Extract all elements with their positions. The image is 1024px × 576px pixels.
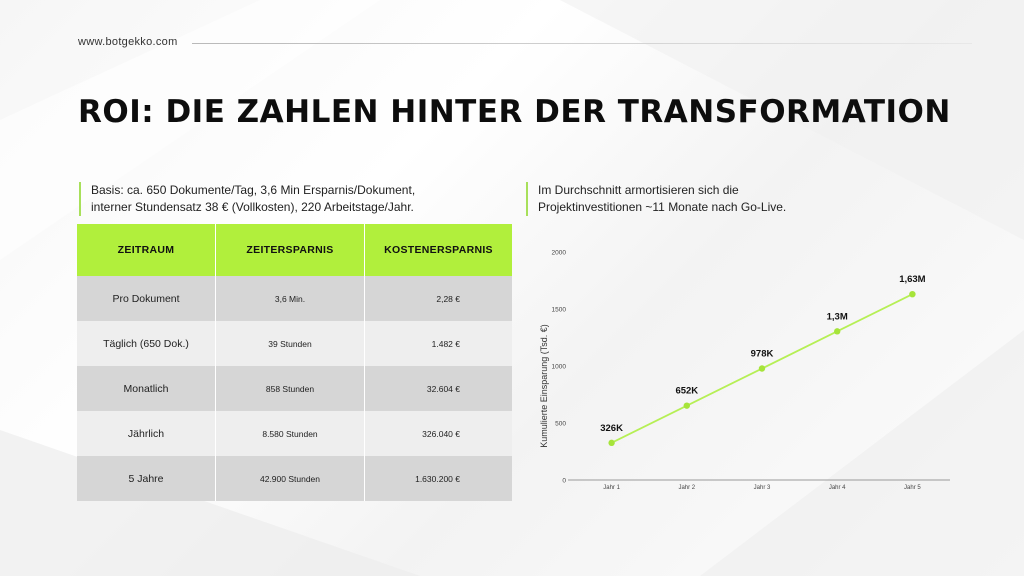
x-tick-label: Jahr 3 — [754, 485, 771, 491]
basis-note-line-1: Basis: ca. 650 Dokumente/Tag, 3,6 Min Er… — [91, 183, 416, 197]
amortization-note-line-1: Im Durchschnitt armortisieren sich die — [538, 183, 739, 197]
cell-zeitraum: 5 Jahre — [77, 456, 216, 501]
cell-zeitersparnis: 42.900 Stunden — [215, 456, 365, 501]
data-point — [608, 439, 615, 447]
x-tick-label: Jahr 5 — [904, 485, 921, 491]
cell-zeitraum: Jährlich — [77, 411, 216, 456]
cell-zeitersparnis: 39 Stunden — [215, 321, 365, 366]
basis-note: Basis: ca. 650 Dokumente/Tag, 3,6 Min Er… — [79, 182, 511, 216]
cell-zeitraum: Pro Dokument — [77, 276, 216, 321]
table-row: Pro Dokument 3,6 Min. 2,28 € — [77, 276, 512, 321]
cell-kostenersparnis: 2,28 € — [364, 276, 512, 321]
amortization-note: Im Durchschnitt armortisieren sich die P… — [526, 182, 868, 216]
cell-zeitersparnis: 3,6 Min. — [215, 276, 365, 321]
table-row: 5 Jahre 42.900 Stunden 1.630.200 € — [77, 456, 512, 501]
basis-note-line-2: interner Stundensatz 38 € (Vollkosten), … — [91, 200, 414, 214]
amortization-note-line-2: Projektinvestitionen ~11 Monate nach Go-… — [538, 200, 787, 214]
data-point — [683, 402, 690, 409]
table-row: Täglich (650 Dok.) 39 Stunden 1.482 € — [77, 321, 512, 366]
data-point — [834, 328, 841, 335]
cell-zeitraum: Monatlich — [77, 366, 216, 411]
website-url[interactable]: www.botgekko.com — [78, 36, 178, 48]
data-label: 326K — [600, 423, 623, 434]
y-tick-label: 2000 — [552, 250, 567, 257]
cell-kostenersparnis: 1.482 € — [364, 321, 512, 366]
table-header-row: ZEITRAUM ZEITERSPARNIS KOSTENERSPARNIS — [77, 224, 512, 276]
table-row: Monatlich 858 Stunden 32.604 € — [77, 366, 512, 411]
data-point — [758, 365, 766, 372]
table-row: Jährlich 8.580 Stunden 326.040 € — [77, 411, 512, 456]
header-kostenersparnis: KOSTENERSPARNIS — [364, 224, 512, 276]
y-tick-label: 1000 — [552, 364, 567, 371]
data-label: 1,63M — [899, 274, 925, 285]
cell-kostenersparnis: 1.630.200 € — [364, 456, 512, 501]
cell-zeitersparnis: 8.580 Stunden — [215, 411, 365, 456]
data-label: 978K — [751, 349, 774, 360]
data-point — [909, 290, 916, 298]
data-label: 652K — [675, 386, 698, 397]
y-axis-title: Kumulierte Einsparung (Tsd. €) — [539, 324, 549, 448]
roi-table: ZEITRAUM ZEITERSPARNIS KOSTENERSPARNIS P… — [77, 224, 512, 501]
x-tick-label: Jahr 2 — [678, 485, 695, 491]
cell-zeitersparnis: 858 Stunden — [215, 366, 365, 411]
cell-kostenersparnis: 32.604 € — [364, 366, 512, 411]
y-tick-label: 1500 — [552, 307, 567, 314]
y-tick-label: 0 — [562, 478, 566, 485]
x-tick-label: Jahr 1 — [603, 485, 620, 491]
data-label: 1,3M — [827, 311, 848, 322]
header-zeitraum: ZEITRAUM — [77, 224, 216, 276]
y-tick-label: 500 — [555, 421, 566, 428]
header-zeitersparnis: ZEITERSPARNIS — [215, 224, 365, 276]
cell-kostenersparnis: 326.040 € — [364, 411, 512, 456]
cell-zeitraum: Täglich (650 Dok.) — [77, 321, 216, 366]
header-divider — [192, 43, 972, 44]
page-title: ROI: DIE ZAHLEN HINTER DER TRANSFORMATIO… — [78, 94, 951, 130]
x-tick-label: Jahr 4 — [829, 485, 846, 491]
savings-line-chart: 0 500 1000 1500 2000 Jahr 1 Jahr 2 Jahr 3 Jahr 4… — [539, 250, 950, 491]
